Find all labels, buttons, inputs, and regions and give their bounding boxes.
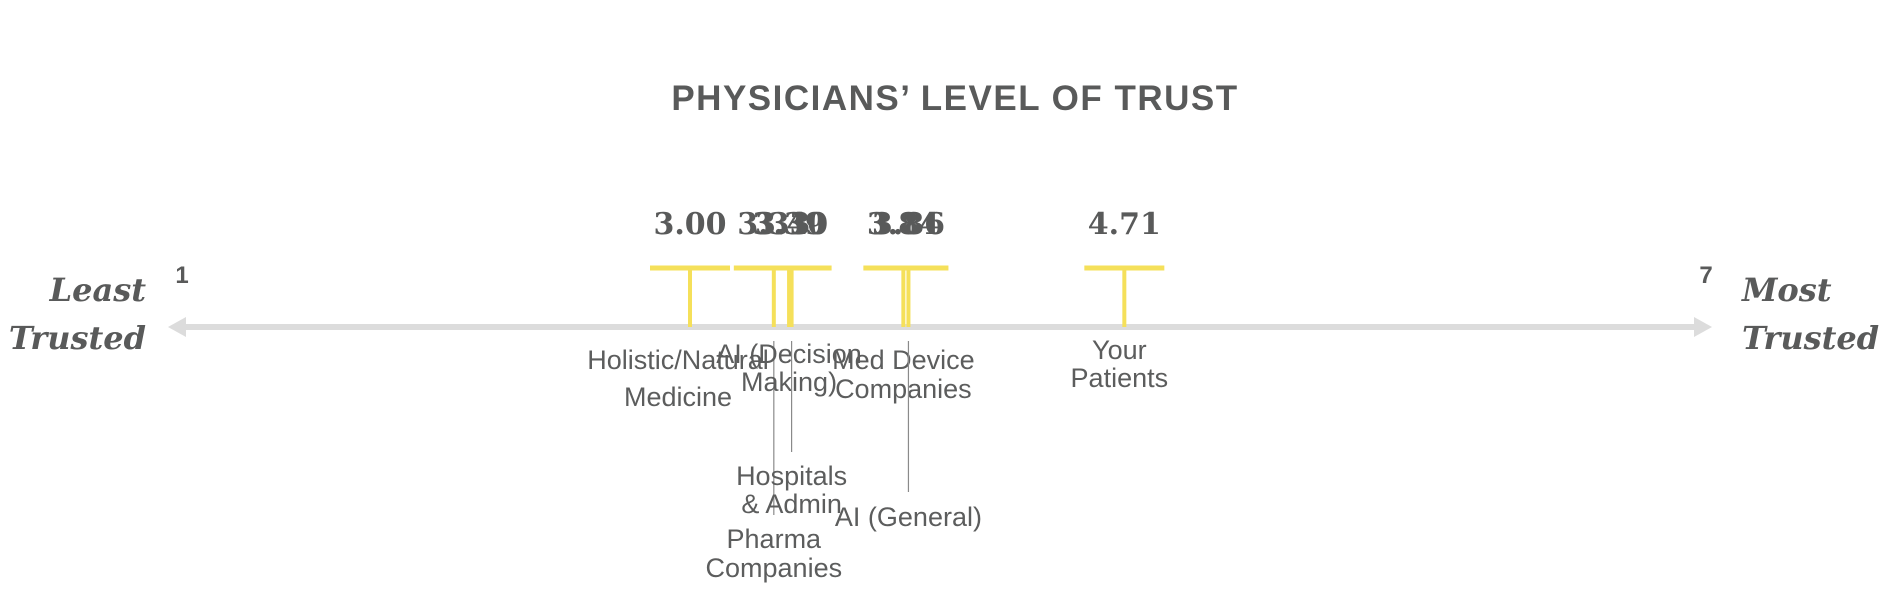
category-label: & Admin	[741, 489, 842, 519]
value-label: 3.40	[755, 207, 828, 242]
value-label: 3.86	[872, 207, 945, 242]
category-label: Hospitals	[736, 461, 847, 491]
category-label: Pharma	[727, 524, 823, 554]
value-label: 3.00	[653, 207, 726, 242]
left-end-label: Least Trusted	[9, 271, 146, 357]
category-label: Companies	[706, 553, 843, 583]
axis-max-label: 7	[1699, 262, 1712, 289]
category-label: Med Device	[832, 345, 975, 375]
chart-title: PHYSICIANS’ LEVEL OF TRUST	[671, 79, 1238, 118]
category-label: Patients	[1071, 363, 1169, 393]
right-end-line-2: Trusted	[1742, 319, 1879, 357]
category-label: AI (General)	[835, 502, 982, 532]
category-label: Making)	[741, 367, 837, 397]
axis-arrowhead-left	[168, 317, 186, 337]
value-label: 3.84	[867, 207, 940, 242]
left-end-line-2: Trusted	[9, 319, 146, 357]
left-end-line-1: Least	[49, 271, 147, 309]
right-end-label: Most Trusted	[1741, 271, 1879, 357]
category-label: Medicine	[624, 382, 732, 412]
value-label: 4.71	[1088, 207, 1161, 242]
category-label: AI (Decision	[716, 339, 862, 369]
axis-min-label: 1	[175, 262, 188, 289]
value-label: 3.39	[753, 207, 826, 242]
chart-marks: 3.00Holistic/NaturalMedicine3.33PharmaCo…	[587, 207, 1168, 583]
axis-arrow	[168, 317, 1712, 337]
category-label: Holistic/Natural	[587, 345, 769, 375]
right-end-line-1: Most	[1741, 271, 1832, 309]
axis-arrowhead-right	[1694, 317, 1712, 337]
category-label: Your	[1092, 335, 1147, 365]
value-label: 3.33	[737, 207, 810, 242]
category-label: Companies	[835, 374, 972, 404]
